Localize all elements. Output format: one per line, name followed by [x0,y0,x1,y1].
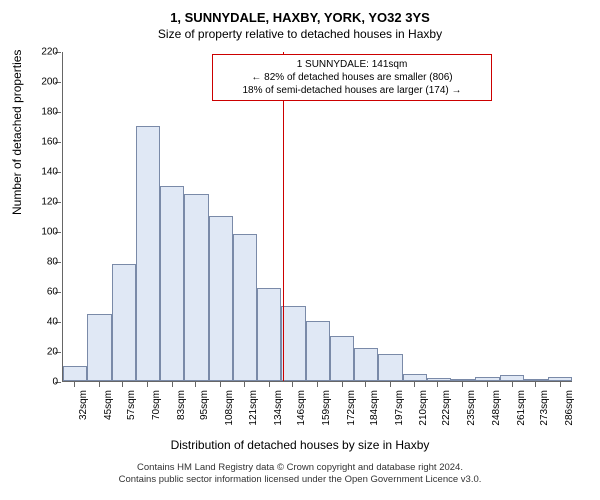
histogram-bar [451,379,475,381]
histogram-bar [354,348,378,381]
annotation-line3: 18% of semi-detached houses are larger (… [219,84,485,97]
y-axis-title: Number of detached properties [10,50,24,215]
x-tick [269,381,270,387]
y-tick-label: 120 [28,197,58,208]
title-sub: Size of property relative to detached ho… [0,25,600,41]
histogram-bar [427,378,451,381]
histogram-bar [306,321,330,381]
y-tick-label: 200 [28,77,58,88]
annotation-line1: 1 SUNNYDALE: 141sqm [219,58,485,71]
x-tick-label: 184sqm [369,390,380,426]
footer: Contains HM Land Registry data © Crown c… [0,462,600,487]
x-tick-label: 146sqm [296,390,307,426]
footer-line1: Contains HM Land Registry data © Crown c… [0,462,600,474]
y-tick-label: 0 [28,377,58,388]
plot-area: 02040608010012014016018020022032sqm45sqm… [62,52,572,382]
x-tick [122,381,123,387]
histogram-bar [257,288,281,381]
annotation-line2: ← 82% of detached houses are smaller (80… [219,71,485,84]
x-tick-label: 235sqm [466,390,477,426]
x-tick [462,381,463,387]
x-tick [74,381,75,387]
y-tick-label: 20 [28,347,58,358]
x-tick-label: 108sqm [224,390,235,426]
histogram-bar [281,306,305,381]
histogram-bar [160,186,184,381]
x-tick [560,381,561,387]
histogram-bar [136,126,160,381]
marker-line [283,52,284,381]
histogram-bar [475,377,499,382]
histogram-bar [500,375,524,381]
histogram-bar [112,264,136,381]
x-tick-label: 159sqm [321,390,332,426]
x-tick [535,381,536,387]
x-tick-label: 95sqm [199,390,210,420]
x-tick-label: 45sqm [103,390,114,420]
x-tick-label: 261sqm [516,390,527,426]
title-main: 1, SUNNYDALE, HAXBY, YORK, YO32 3YS [0,0,600,25]
x-tick-label: 83sqm [176,390,187,420]
histogram-bar [378,354,402,381]
y-tick-label: 60 [28,287,58,298]
x-tick-label: 70sqm [151,390,162,420]
histogram-bar [87,314,111,382]
histogram-bar [63,366,87,381]
histogram-bar [330,336,354,381]
x-tick [512,381,513,387]
annotation-box: 1 SUNNYDALE: 141sqm ← 82% of detached ho… [212,54,492,101]
histogram-bar [524,379,548,381]
x-tick [414,381,415,387]
x-tick-label: 134sqm [273,390,284,426]
x-tick [147,381,148,387]
histogram-bar [233,234,257,381]
y-tick-label: 180 [28,107,58,118]
x-tick [317,381,318,387]
x-tick-label: 210sqm [418,390,429,426]
histogram-bar [209,216,233,381]
y-tick-label: 40 [28,317,58,328]
histogram-bar [184,194,208,382]
y-tick-label: 140 [28,167,58,178]
x-tick [390,381,391,387]
x-tick [437,381,438,387]
x-tick [220,381,221,387]
x-axis-title: Distribution of detached houses by size … [0,438,600,452]
x-tick-label: 286sqm [564,390,575,426]
x-tick [244,381,245,387]
y-tick-label: 80 [28,257,58,268]
x-tick-label: 172sqm [346,390,357,426]
x-tick-label: 57sqm [126,390,137,420]
x-tick [342,381,343,387]
x-tick [365,381,366,387]
x-tick [99,381,100,387]
chart-container: 1, SUNNYDALE, HAXBY, YORK, YO32 3YS Size… [0,0,600,500]
x-tick-label: 32sqm [78,390,89,420]
footer-line2: Contains public sector information licen… [0,474,600,486]
x-tick-label: 197sqm [394,390,405,426]
x-tick [487,381,488,387]
y-tick-label: 100 [28,227,58,238]
x-tick-label: 273sqm [539,390,550,426]
x-tick [195,381,196,387]
x-tick-label: 248sqm [491,390,502,426]
x-tick-label: 121sqm [248,390,259,426]
y-tick-label: 160 [28,137,58,148]
y-tick-label: 220 [28,47,58,58]
histogram-bar [403,374,427,382]
chart-area: 02040608010012014016018020022032sqm45sqm… [62,52,572,382]
x-tick-label: 222sqm [441,390,452,426]
x-tick [292,381,293,387]
histogram-bar [548,377,572,382]
x-tick [172,381,173,387]
